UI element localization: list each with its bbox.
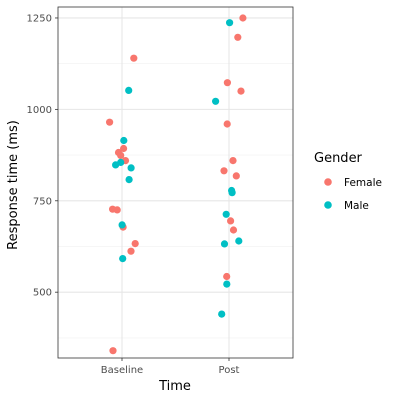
data-point-male — [228, 189, 236, 197]
data-point-female — [131, 240, 139, 248]
data-point-female — [227, 217, 235, 225]
data-points — [106, 14, 247, 355]
data-point-male — [212, 97, 220, 105]
data-point-male — [127, 164, 135, 172]
y-tick-label: 750 — [33, 196, 52, 207]
legend-label-female: Female — [344, 177, 382, 189]
data-point-female — [223, 272, 231, 281]
data-point-female — [106, 118, 114, 126]
panel-border — [57, 6, 294, 359]
legend-title: Gender — [314, 151, 363, 166]
data-point-female — [229, 226, 238, 234]
data-point-male — [218, 310, 226, 318]
data-point-female — [120, 144, 128, 153]
x-axis: Baseline Post — [101, 358, 240, 376]
data-point-male — [220, 240, 229, 248]
data-point-female — [229, 157, 237, 165]
data-point-male — [226, 19, 234, 27]
data-point-male — [120, 136, 128, 145]
data-point-female — [220, 167, 228, 175]
data-point-female — [113, 206, 121, 214]
y-tick-label: 500 — [33, 288, 52, 299]
data-point-female — [109, 347, 117, 355]
data-point-male — [125, 86, 133, 94]
data-point-male — [112, 161, 120, 169]
legend-label-male: Male — [344, 200, 369, 212]
y-tick-label: 1000 — [27, 105, 52, 116]
data-point-female — [234, 33, 242, 41]
legend-key-female — [324, 178, 332, 186]
data-point-female — [117, 151, 125, 159]
data-point-female — [239, 14, 247, 22]
grid — [58, 7, 293, 358]
data-point-male — [222, 210, 230, 218]
data-point-male — [118, 221, 126, 229]
legend-key-male — [324, 201, 332, 209]
data-point-female — [223, 79, 231, 87]
data-point-male — [223, 280, 231, 288]
data-point-female — [130, 54, 138, 62]
x-axis-title: Time — [158, 379, 191, 394]
data-point-female — [223, 120, 231, 128]
data-point-male — [119, 255, 127, 263]
x-tick-label: Post — [219, 365, 240, 376]
series-female — [106, 14, 247, 355]
y-axis-title: Response time (ms) — [6, 120, 21, 250]
data-point-female — [127, 247, 135, 255]
series-male — [112, 19, 243, 318]
x-tick-label: Baseline — [101, 365, 143, 376]
data-point-male — [125, 176, 133, 184]
y-tick-label: 1250 — [27, 13, 52, 24]
data-point-male — [235, 237, 243, 245]
data-point-female — [237, 87, 245, 95]
data-point-female — [232, 172, 240, 180]
legend: Gender Female Male — [314, 151, 382, 212]
y-axis: 500 750 1000 1250 — [27, 13, 58, 299]
